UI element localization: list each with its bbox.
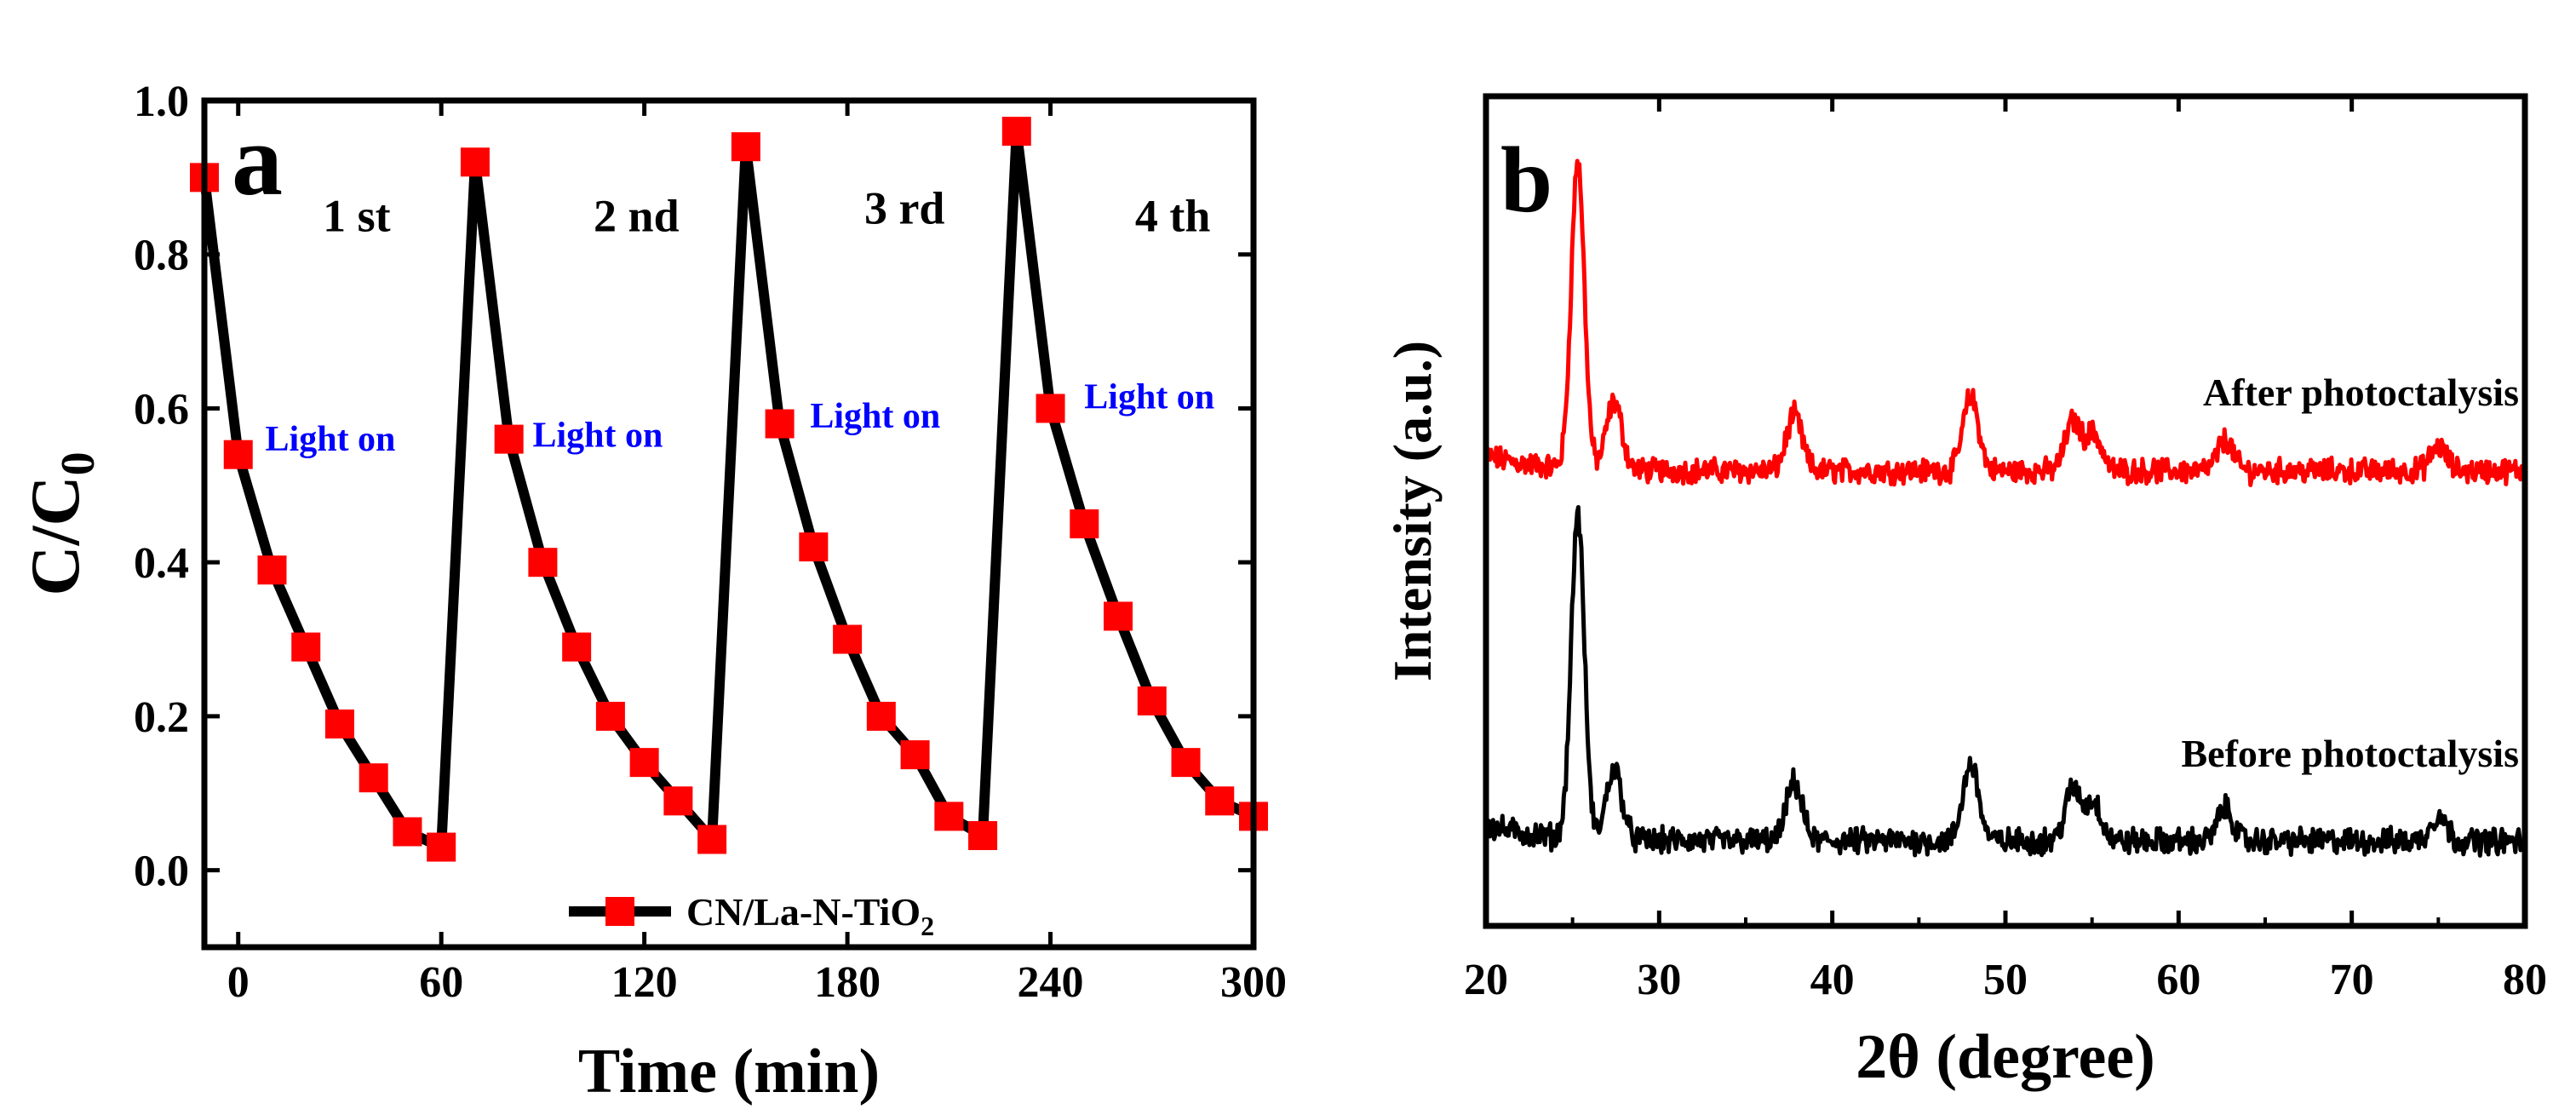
xrd-pattern-line	[1484, 158, 2527, 487]
annotation-label: Light on	[1084, 377, 1214, 417]
panel-label: a	[232, 103, 283, 216]
x-tick-label: 0	[227, 958, 250, 1007]
annotation-label: 2 nd	[594, 191, 680, 242]
data-point-marker	[460, 147, 490, 177]
data-point-marker	[427, 832, 456, 862]
y-tick-label: 0.8	[134, 232, 189, 280]
data-point-marker	[223, 440, 253, 469]
data-point-marker	[291, 632, 321, 662]
data-point-marker	[765, 409, 795, 439]
data-point-marker	[494, 424, 524, 454]
data-point-marker	[562, 632, 592, 662]
x-tick-label: 40	[1810, 956, 1855, 1004]
x-tick-label: 70	[2330, 956, 2374, 1004]
annotation-label: 1 st	[323, 191, 391, 242]
y-axis-title: C/C0	[16, 451, 105, 595]
x-axis-title: Time (min)	[578, 1037, 880, 1106]
annotation-label: 4 th	[1135, 191, 1211, 242]
legend-label-main: CN/La-N-TiO	[686, 890, 921, 934]
data-point-marker	[1036, 394, 1065, 423]
xrd-pattern-line	[1484, 505, 2527, 858]
x-tick-label: 30	[1637, 956, 1681, 1004]
x-tick-label: 240	[1018, 958, 1084, 1007]
plot-frame	[201, 97, 1257, 951]
data-point-marker	[663, 786, 693, 816]
data-point-marker	[1104, 601, 1133, 631]
y-tick-label: 0.4	[134, 539, 189, 588]
data-point-marker	[359, 763, 388, 793]
data-point-marker	[324, 709, 354, 739]
panel-b-chart: 20 30 40 50 60 70 80 2θ (degree) Intensity (a.u.…	[1382, 93, 2547, 1092]
data-point-marker	[257, 555, 287, 585]
y-tick-label: 0.2	[134, 693, 189, 742]
data-point-marker	[731, 132, 760, 162]
data-point-marker	[1137, 686, 1167, 716]
legend-label-subscript: 2	[921, 911, 934, 941]
data-point-marker	[833, 624, 863, 654]
data-point-marker	[393, 817, 422, 847]
data-point-marker	[934, 802, 964, 831]
data-point-marker	[595, 701, 625, 731]
x-tick-label: 20	[1464, 956, 1508, 1004]
y-tick-label: 1.0	[134, 78, 189, 126]
x-tick-label: 180	[814, 958, 881, 1007]
x-tick-label: 50	[1983, 956, 2028, 1004]
data-point-marker	[697, 825, 727, 854]
data-point-marker	[629, 748, 659, 778]
panel-label: b	[1500, 128, 1552, 232]
y-tick-label: 0.6	[134, 385, 189, 434]
x-tick-label: 60	[2156, 956, 2200, 1004]
data-point-marker	[799, 532, 829, 562]
x-tick-label: 80	[2503, 956, 2547, 1004]
y-axis-title: Intensity (a.u.)	[1382, 341, 1443, 681]
panel-a-chart: 0 60 120 180 240 300 0.0 0.2 0.4 0.6 0.8 1.0 Time (m…	[16, 78, 1287, 1106]
annotation-label: Light on	[532, 417, 663, 456]
data-point-marker	[1070, 509, 1099, 538]
y-axis-title-main: C/C	[16, 475, 94, 595]
legend-marker	[605, 897, 634, 926]
series-label-before: Before photoctalysis	[2181, 732, 2519, 775]
data-point-marker	[1205, 786, 1235, 816]
annotation-label: Light on	[810, 397, 940, 436]
annotation-label: 3 rd	[864, 183, 945, 234]
data-point-marker	[866, 701, 896, 731]
series-label-after: After photoctalysis	[2203, 371, 2519, 414]
plot-frame	[1483, 93, 2528, 929]
legend-label: CN/La-N-TiO2	[686, 890, 934, 941]
data-point-marker	[968, 820, 998, 850]
data-point-marker	[528, 548, 558, 578]
x-tick-label: 120	[611, 958, 678, 1007]
data-point-marker	[1171, 748, 1201, 778]
y-axis-title-subscript: 0	[52, 451, 105, 475]
x-tick-label: 60	[419, 958, 463, 1007]
x-tick-label: 300	[1220, 958, 1287, 1007]
data-point-marker	[900, 740, 930, 770]
y-tick-label: 0.0	[134, 848, 189, 896]
x-axis-title: 2θ (degree)	[1856, 1022, 2155, 1092]
annotation-label: Light on	[266, 420, 396, 459]
data-point-marker	[1001, 117, 1031, 147]
